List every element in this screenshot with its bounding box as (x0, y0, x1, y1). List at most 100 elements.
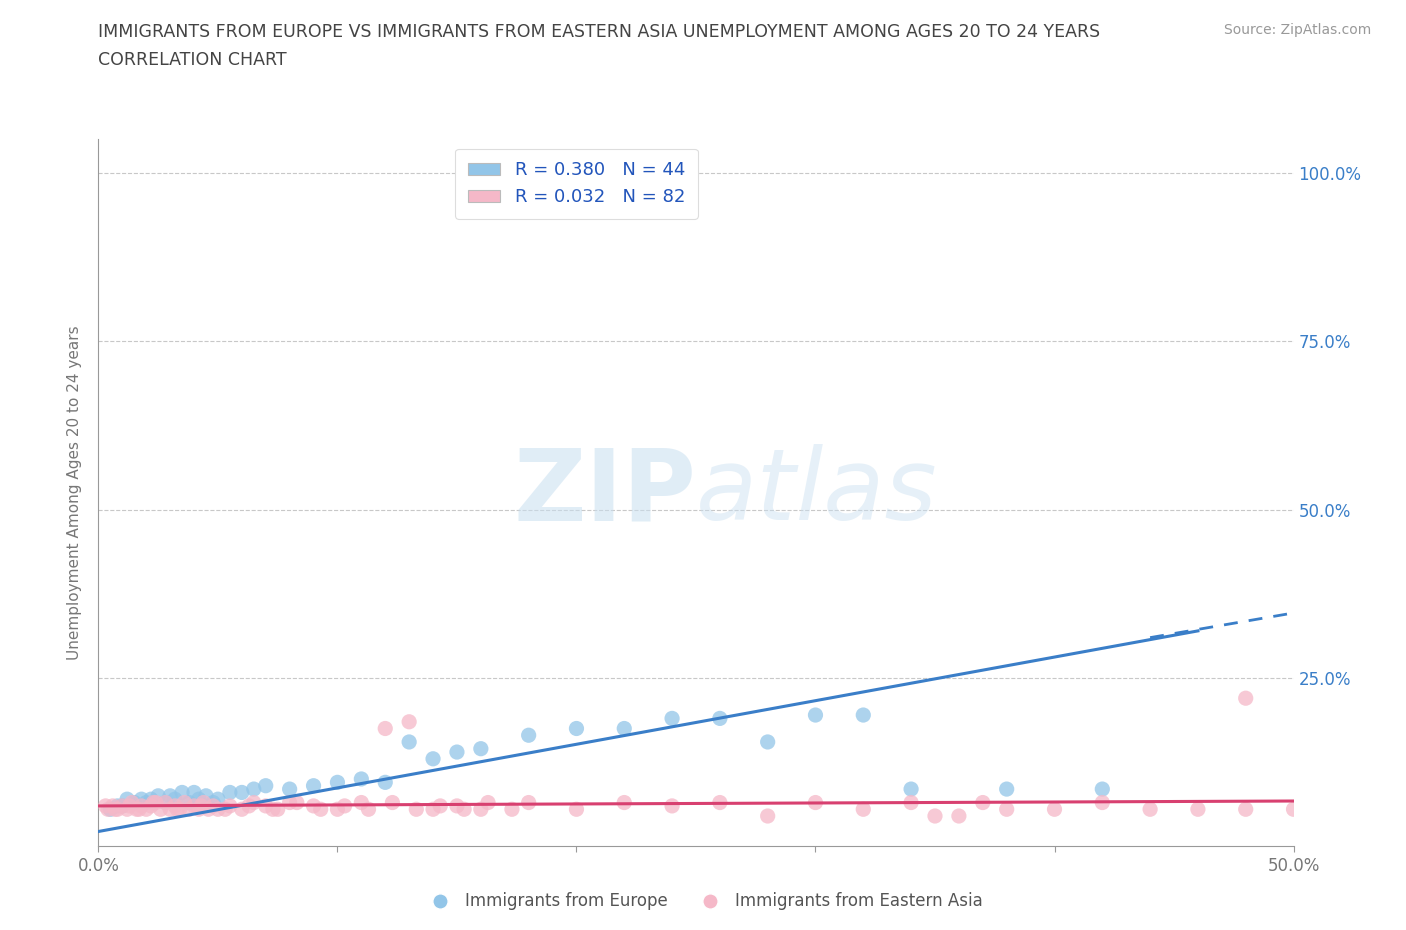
Point (121, 795, 143, 810)
Text: ZIP: ZIP (513, 445, 696, 541)
Point (350, 772, 373, 787)
Point (238, 799, 260, 814)
Point (756, 735, 779, 750)
Point (924, 808, 946, 823)
Point (207, 802, 229, 817)
Point (262, 802, 284, 817)
Point (104, 802, 127, 817)
Point (405, 802, 427, 817)
Point (1234, 802, 1257, 817)
Point (1187, 802, 1209, 817)
Point (163, 799, 186, 814)
Point (207, 791, 229, 806)
Point (565, 802, 588, 817)
Point (135, 802, 157, 817)
Point (149, 802, 172, 817)
Point (107, 799, 129, 814)
Point (302, 778, 325, 793)
Point (125, 802, 148, 817)
Point (709, 711, 731, 725)
Point (243, 795, 266, 810)
Point (995, 802, 1018, 817)
Point (517, 728, 540, 743)
Point (429, 799, 451, 814)
Point (214, 802, 236, 817)
Point (219, 799, 242, 814)
Point (115, 802, 138, 817)
Point (326, 802, 349, 817)
Point (302, 799, 325, 814)
Point (1091, 795, 1114, 810)
Point (804, 795, 827, 810)
Point (142, 795, 165, 810)
Point (118, 799, 141, 814)
Point (1282, 802, 1305, 817)
Point (179, 795, 201, 810)
Point (309, 802, 332, 817)
Point (183, 799, 205, 814)
Point (900, 781, 922, 796)
Point (231, 785, 253, 800)
Point (1139, 802, 1161, 817)
Point (219, 785, 242, 800)
Point (1043, 802, 1066, 817)
Text: atlas: atlas (696, 445, 938, 541)
Y-axis label: Unemployment Among Ages 20 to 24 years: Unemployment Among Ages 20 to 24 years (67, 326, 83, 660)
Point (98, 802, 122, 817)
Point (350, 795, 373, 810)
Point (101, 799, 124, 814)
Point (398, 714, 420, 729)
Point (193, 795, 215, 810)
Point (333, 799, 356, 814)
Point (374, 721, 396, 736)
Point (190, 799, 212, 814)
Point (97, 802, 120, 817)
Point (115, 791, 138, 806)
Point (254, 799, 277, 814)
Point (613, 721, 636, 736)
Point (148, 789, 170, 804)
Point (243, 781, 266, 796)
Point (94, 799, 117, 814)
Point (948, 808, 970, 823)
Point (374, 775, 396, 790)
Point (128, 802, 150, 817)
Point (169, 802, 191, 817)
Point (194, 789, 218, 804)
Point (107, 802, 129, 817)
Point (166, 802, 188, 817)
Legend: R = 0.380   N = 44, R = 0.032   N = 82: R = 0.380 N = 44, R = 0.032 N = 82 (456, 149, 697, 219)
Point (477, 795, 499, 810)
Point (709, 795, 731, 810)
Point (254, 778, 277, 793)
Text: IMMIGRANTS FROM EUROPE VS IMMIGRANTS FROM EASTERN ASIA UNEMPLOYMENT AMONG AGES 2: IMMIGRANTS FROM EUROPE VS IMMIGRANTS FRO… (98, 23, 1101, 41)
Point (422, 802, 444, 817)
Point (326, 775, 349, 790)
Point (135, 795, 157, 810)
Point (804, 708, 827, 723)
Point (155, 795, 177, 810)
Point (278, 795, 301, 810)
Point (422, 751, 444, 766)
Legend: Immigrants from Europe, Immigrants from Eastern Asia: Immigrants from Europe, Immigrants from … (418, 885, 988, 917)
Point (202, 799, 225, 814)
Point (1234, 691, 1257, 706)
Point (197, 802, 219, 817)
Point (381, 795, 404, 810)
Point (139, 799, 162, 814)
Point (470, 802, 492, 817)
Point (285, 795, 308, 810)
Point (453, 802, 475, 817)
Point (470, 741, 492, 756)
Point (187, 802, 209, 817)
Point (565, 721, 588, 736)
Point (517, 795, 540, 810)
Point (661, 711, 683, 725)
Point (187, 791, 209, 806)
Text: CORRELATION CHART: CORRELATION CHART (98, 51, 287, 69)
Point (172, 785, 194, 800)
Point (398, 735, 420, 750)
Point (613, 795, 636, 810)
Point (501, 802, 523, 817)
Text: Source: ZipAtlas.com: Source: ZipAtlas.com (1223, 23, 1371, 37)
